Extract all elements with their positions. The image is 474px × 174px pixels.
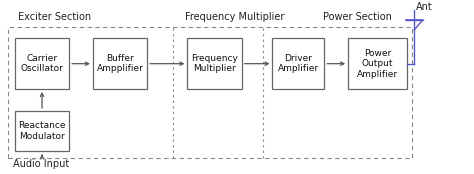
Bar [93, 38, 147, 89]
Text: Reactance
Modulator: Reactance Modulator [18, 121, 66, 141]
Bar [8, 27, 412, 158]
Bar [187, 38, 242, 89]
Text: Buffer
Ampplifier: Buffer Ampplifier [97, 54, 144, 73]
Text: Carrier
Oscillator: Carrier Oscillator [20, 54, 64, 73]
Text: Ant: Ant [416, 2, 433, 12]
Bar [15, 38, 69, 89]
Text: Exciter Section: Exciter Section [18, 12, 91, 22]
Text: Audio Input: Audio Input [13, 159, 69, 169]
Text: Frequency
Multiplier: Frequency Multiplier [191, 54, 238, 73]
Text: Driver
Amplifier: Driver Amplifier [278, 54, 319, 73]
Bar [15, 111, 69, 151]
Bar [348, 38, 407, 89]
Text: Frequency Multiplier: Frequency Multiplier [185, 12, 284, 22]
Text: Power
Output
Amplifier: Power Output Amplifier [357, 49, 398, 79]
Text: Power Section: Power Section [323, 12, 392, 22]
Bar [273, 38, 324, 89]
